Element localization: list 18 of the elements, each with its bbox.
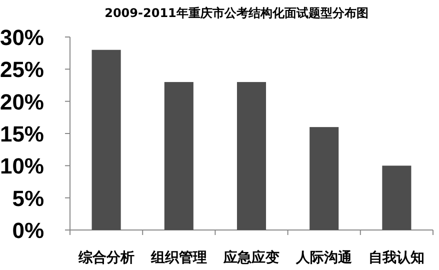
y-tick-label: 15% xyxy=(0,122,44,146)
bar xyxy=(92,50,121,230)
bar xyxy=(236,82,266,230)
y-tick-label: 10% xyxy=(0,154,44,179)
y-tick-label: 20% xyxy=(0,89,44,114)
y-tick-label: 5% xyxy=(12,186,44,211)
y-tick-label: 30% xyxy=(0,25,44,50)
bar xyxy=(310,127,339,230)
x-tick-label: 人际沟通 xyxy=(295,249,354,266)
x-tick-label: 自我认知 xyxy=(368,250,425,266)
bar xyxy=(382,166,412,230)
chart-title: 2009-2011年重庆市公考结构化面试题型分布图 xyxy=(104,6,368,20)
bar xyxy=(164,82,194,230)
x-tick-label: 综合分析 xyxy=(77,249,134,266)
y-tick-label: 25% xyxy=(0,57,44,82)
y-tick-label: 0% xyxy=(12,218,44,243)
x-tick-label: 应急应变 xyxy=(222,249,280,266)
x-tick-label: 组织管理 xyxy=(150,250,207,266)
